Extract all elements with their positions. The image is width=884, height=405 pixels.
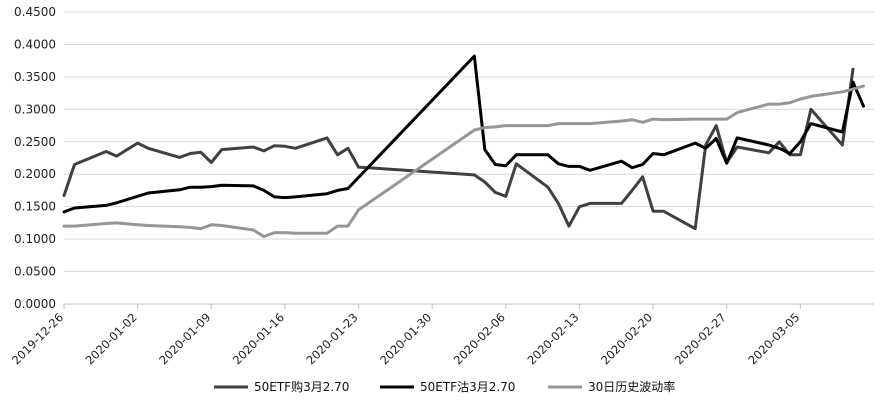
x-tick-label: 2020-03-05 <box>745 310 802 367</box>
x-tick-label: 2020-01-02 <box>83 310 140 367</box>
gridlines <box>64 11 874 273</box>
x-tick-label: 2020-02-20 <box>598 310 655 367</box>
x-tick-label: 2020-01-16 <box>230 310 287 367</box>
y-tick-label: 0.0500 <box>14 265 56 279</box>
x-tick-label: 2020-01-23 <box>304 310 361 367</box>
y-tick-label: 0.4500 <box>14 5 56 19</box>
y-tick-label: 0.0000 <box>14 297 56 311</box>
x-tick-label: 2020-02-27 <box>672 310 729 367</box>
y-tick-label: 0.2000 <box>14 167 56 181</box>
x-tick-label: 2020-02-13 <box>524 310 581 367</box>
legend-label-3: 30日历史波动率 <box>588 379 675 394</box>
y-tick-label: 0.4000 <box>14 37 56 51</box>
y-tick-label: 0.3500 <box>14 70 56 84</box>
x-tick-label: 2020-01-30 <box>377 310 434 367</box>
y-tick-label: 0.3000 <box>14 102 56 116</box>
y-tick-label: 0.1500 <box>14 200 56 214</box>
legend: 50ETF购3月2.70 50ETF沽3月2.70 30日历史波动率 <box>214 379 675 394</box>
series-line-3 <box>62 84 865 238</box>
legend-label-2: 50ETF沽3月2.70 <box>420 380 515 394</box>
x-axis: 2019-12-26 2020-01-02 2020-01-09 2020-01-16… <box>9 303 874 367</box>
y-axis: 0.0000 0.0500 0.1000 0.1500 0.2000 0.2500 0.30… <box>14 5 56 311</box>
x-tick-label: 2020-01-09 <box>156 310 213 367</box>
series-line-2 <box>62 54 865 214</box>
series-line-1 <box>62 67 855 231</box>
y-tick-label: 0.1000 <box>14 232 56 246</box>
legend-label-1: 50ETF购3月2.70 <box>254 379 349 394</box>
series-lines <box>62 54 865 238</box>
y-tick-label: 0.2500 <box>14 135 56 149</box>
x-tick-label: 2020-02-06 <box>451 310 508 367</box>
x-tick-label: 2019-12-26 <box>9 310 66 367</box>
